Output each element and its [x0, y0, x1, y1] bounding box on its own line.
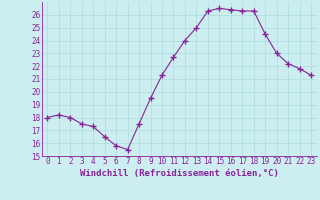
X-axis label: Windchill (Refroidissement éolien,°C): Windchill (Refroidissement éolien,°C): [80, 169, 279, 178]
